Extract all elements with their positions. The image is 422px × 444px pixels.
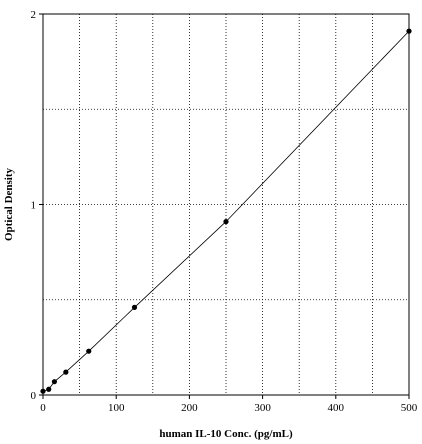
x-tick-label: 300 [254, 402, 271, 414]
x-tick-label: 200 [181, 402, 198, 414]
y-axis-ticks: 0 1 2 [31, 9, 43, 402]
data-point [131, 304, 138, 310]
x-axis-title: human IL-10 Conc. (pg/mL) [159, 428, 293, 440]
data-point [40, 388, 46, 394]
x-tick-label: 0 [40, 402, 46, 414]
y-tick-label: 0 [31, 390, 37, 402]
y-axis-title: Optical Density [3, 167, 15, 241]
y-tick-label: 2 [31, 9, 37, 21]
data-points [40, 28, 412, 394]
data-point [46, 386, 52, 392]
x-tick-label: 100 [108, 402, 125, 414]
x-tick-label: 500 [401, 402, 418, 414]
data-point [406, 28, 412, 34]
data-point [63, 369, 69, 375]
x-axis-ticks: 0 100 200 300 400 500 [40, 395, 418, 414]
data-point [86, 348, 92, 354]
y-tick-label: 1 [31, 200, 37, 212]
fit-curve [42, 30, 410, 392]
data-point [223, 219, 229, 225]
grid-lines [43, 14, 409, 395]
data-point [51, 379, 58, 385]
x-tick-label: 400 [328, 402, 345, 414]
